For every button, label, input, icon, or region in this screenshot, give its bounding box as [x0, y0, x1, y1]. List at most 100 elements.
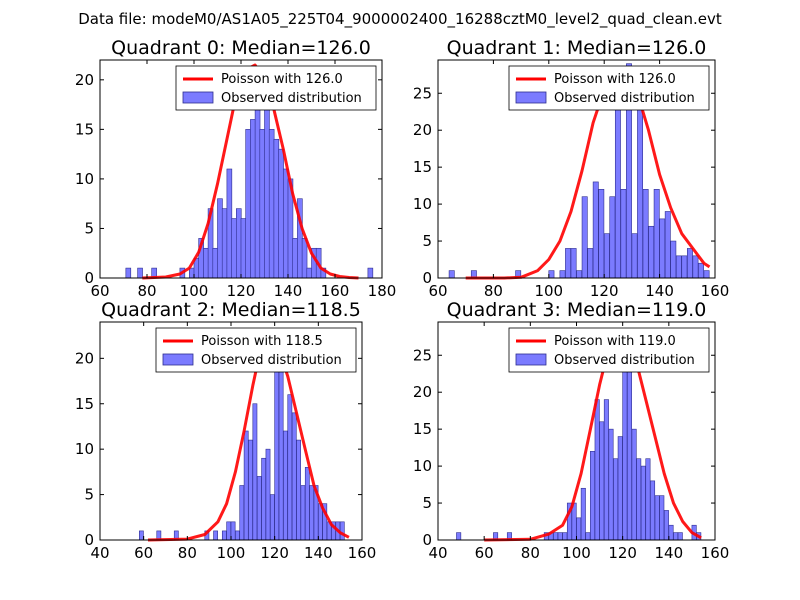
y-tick-label: 5 [84, 219, 94, 237]
histogram-bar [217, 198, 223, 279]
legend: Poisson with 126.0 Observed distribution [508, 65, 710, 111]
y-tick-label: 5 [422, 494, 432, 512]
histogram-bar [587, 248, 594, 279]
histogram-bar [576, 270, 583, 279]
histogram-bar [300, 485, 306, 541]
histogram-bar [664, 211, 671, 279]
histogram-bar [252, 403, 258, 541]
x-tick-label: 60 [475, 544, 494, 562]
histogram-bar [585, 532, 591, 541]
histogram-bar [608, 428, 614, 541]
histogram-bar [231, 218, 237, 279]
histogram-bar [236, 208, 242, 279]
histogram-bar [274, 367, 280, 541]
x-tick-label: 100 [180, 282, 209, 300]
histogram-bar [692, 255, 699, 279]
quadrant-3-chart: Quadrant 3: Median=119.040 60 80 100 120 140 1… [413, 299, 729, 562]
histogram-bar [448, 270, 455, 279]
x-tick-label: 120 [608, 544, 637, 562]
histogram-bar [213, 530, 218, 541]
histogram-bar [548, 270, 555, 279]
y-tick-label: 20 [75, 349, 94, 367]
histogram-bar [590, 451, 596, 541]
x-tick-label: 160 [321, 282, 350, 300]
histogram-bar [580, 487, 586, 541]
histogram-bar [235, 530, 240, 541]
histogram-bar [245, 129, 251, 279]
x-tick-label: 40 [428, 544, 447, 562]
histogram-bar [268, 129, 275, 279]
y-tick-label: 15 [75, 395, 94, 413]
histogram-bar [553, 532, 559, 541]
y-tick-label: 10 [75, 170, 94, 188]
histogram-bar [645, 458, 651, 541]
histogram-bar [636, 458, 642, 541]
x-tick-label: 60 [428, 282, 447, 300]
histogram-bar [603, 399, 609, 541]
histogram-bar [677, 532, 683, 541]
histogram-bar [670, 240, 677, 279]
x-tick-label: 140 [304, 544, 333, 562]
histogram-bar [557, 532, 563, 541]
legend-poisson-label: Poisson with 119.0 [554, 334, 676, 349]
x-tick-label: 80 [484, 282, 503, 300]
x-tick-label: 80 [178, 544, 197, 562]
y-tick-label: 0 [84, 531, 94, 549]
histogram-bar [592, 181, 599, 279]
histogram-bar [631, 233, 638, 279]
histogram-bar [631, 428, 637, 541]
histogram-bar [212, 247, 219, 279]
histogram-bar [570, 248, 577, 279]
legend: Poisson with 126.0 Observed distribution [175, 65, 377, 111]
histogram-bar [653, 189, 660, 279]
histogram-bar [226, 521, 232, 541]
y-tick-label: 10 [413, 195, 432, 213]
y-tick-label: 25 [413, 84, 432, 102]
x-tick-label: 160 [701, 544, 730, 562]
quadrant-1-title: Quadrant 1: Median=126.0 [447, 37, 707, 59]
x-tick-label: 80 [137, 282, 156, 300]
histogram-bar [663, 510, 669, 541]
quadrant-2-title: Quadrant 2: Median=118.5 [101, 299, 361, 321]
y-tick-label: 15 [413, 420, 432, 438]
histogram-bar [259, 129, 266, 279]
suptitle: Data file: modeM0/AS1A05_225T04_90000024… [78, 10, 722, 29]
x-tick-label: 180 [368, 282, 397, 300]
histogram-bar [248, 439, 253, 541]
y-tick-label: 5 [422, 232, 432, 250]
y-tick-label: 20 [413, 383, 432, 401]
x-tick-label: 160 [701, 282, 730, 300]
histogram-bar [686, 248, 693, 279]
legend-observed-label: Observed distribution [554, 353, 695, 368]
histogram-bar [562, 532, 568, 541]
histogram-bar [239, 485, 245, 541]
histogram-bar [622, 354, 628, 541]
legend-bar-swatch [515, 91, 547, 104]
histogram-bar [339, 521, 345, 541]
histogram-bar [640, 465, 646, 541]
legend-bar-swatch [515, 353, 547, 366]
histogram-bar [613, 458, 619, 541]
histogram-bar [287, 394, 293, 541]
histogram-bar [598, 189, 605, 279]
y-tick-label: 0 [84, 269, 94, 287]
axes-frame [437, 59, 716, 279]
histogram-bar [221, 208, 228, 279]
histogram-bar [296, 439, 301, 541]
histogram-bar [565, 248, 571, 279]
histogram-bar [221, 530, 227, 541]
histogram-bar [240, 218, 247, 279]
histogram-bar [250, 119, 256, 279]
y-tick-label: 15 [413, 158, 432, 176]
histogram-bar [139, 530, 144, 541]
histogram-bar [273, 138, 280, 279]
histogram-bar [456, 532, 462, 541]
legend-poisson-label: Poisson with 126.0 [221, 72, 343, 87]
histogram-bar [278, 148, 284, 279]
legend-observed-label: Observed distribution [554, 91, 695, 106]
histogram-bar [256, 476, 262, 541]
histogram-bar [269, 494, 275, 541]
histogram-bar [609, 196, 616, 279]
histogram-bar [226, 168, 233, 279]
quadrant-3-title: Quadrant 3: Median=119.0 [447, 299, 707, 321]
